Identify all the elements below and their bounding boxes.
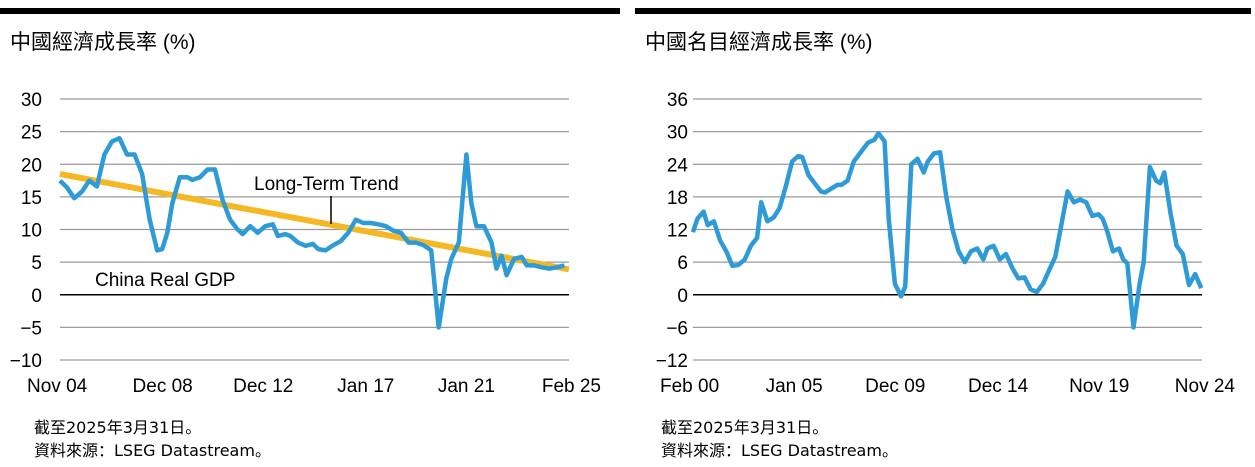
- left-y-tick-label: −5: [20, 318, 42, 339]
- left-y-tick-label: 0: [31, 286, 42, 307]
- left-trend-annotation-label: Long-Term Trend: [254, 174, 399, 195]
- right-x-tick-label: Jan 05: [766, 376, 823, 397]
- left-x-tick-label: Jan 17: [337, 376, 394, 397]
- right-chart-title: 中國名目經濟成長率 (%): [645, 31, 873, 54]
- right-gdp-series-line: [690, 131, 1204, 330]
- left-y-tick-label: 5: [31, 253, 42, 274]
- left-note-date: 截至2025年3月31日。: [34, 418, 202, 437]
- right-y-tick-label: 36: [667, 90, 688, 111]
- right-note-source: 資料來源：LSEG Datastream。: [661, 441, 898, 460]
- right-x-tick-label: Feb 00: [660, 376, 719, 397]
- left-x-tick-label: Feb 25: [542, 376, 601, 397]
- right-x-tick-label: Dec 14: [968, 376, 1029, 397]
- right-y-tick-label: −6: [666, 318, 688, 339]
- right-y-tick-label: 30: [667, 123, 688, 144]
- right-y-tick-label: 24: [667, 155, 689, 176]
- left-gdp-annotation-label: China Real GDP: [95, 270, 235, 291]
- left-x-tick-label: Dec 12: [233, 376, 293, 397]
- left-y-tick-label: −10: [10, 351, 42, 372]
- left-note-source: 資料來源：LSEG Datastream。: [34, 441, 271, 460]
- left-chart-panel: 中國經濟成長率 (%) 30 25 20 15 10 5 0 −5 −10 Nov 04 Dec 0…: [0, 0, 620, 467]
- right-y-tick-label: −12: [656, 351, 688, 372]
- right-y-tick-label: 18: [667, 188, 688, 209]
- right-y-tick-label: 6: [677, 253, 688, 274]
- left-y-tick-label: 10: [21, 221, 42, 242]
- left-panel-top-rule: [0, 8, 620, 14]
- left-gdp-series-line: [58, 135, 565, 330]
- left-chart-plot: 30 25 20 15 10 5 0 −5 −10 Nov 04 Dec 08 Dec 12 Jan 1…: [10, 90, 601, 397]
- left-x-tick-label: Dec 08: [133, 376, 193, 397]
- left-x-tick-label: Jan 21: [438, 376, 495, 397]
- right-x-tick-label: Nov 24: [1175, 376, 1236, 397]
- right-x-tick-label: Nov 19: [1069, 376, 1129, 397]
- right-chart-panel: 中國名目經濟成長率 (%) 36 30 24 18 12 6 0 −6 −12 Feb 00 Jan…: [635, 0, 1255, 467]
- right-y-tick-label: 0: [677, 286, 688, 307]
- right-panel-top-rule: [635, 8, 1251, 14]
- right-y-tick-label: 12: [667, 221, 688, 242]
- right-chart-plot: 36 30 24 18 12 6 0 −6 −12 Feb 00 Jan 05 Dec 09 Dec 1…: [656, 90, 1236, 397]
- left-chart-title: 中國經濟成長率 (%): [10, 31, 196, 54]
- left-x-tick-label: Nov 04: [27, 376, 88, 397]
- right-note-date: 截至2025年3月31日。: [661, 418, 829, 437]
- left-y-tick-label: 25: [21, 123, 42, 144]
- left-y-tick-label: 30: [21, 90, 42, 111]
- left-y-tick-label: 15: [21, 188, 42, 209]
- left-y-tick-label: 20: [21, 155, 42, 176]
- right-x-tick-label: Dec 09: [865, 376, 925, 397]
